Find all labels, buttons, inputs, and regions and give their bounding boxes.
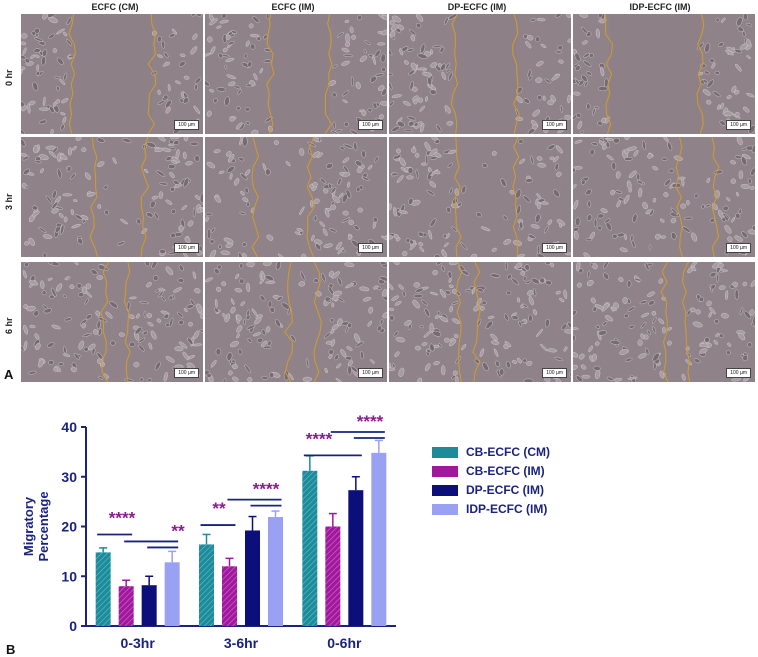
legend-label-idp-ecfc-im: IDP-ECFC (IM) <box>466 502 548 516</box>
scale-bar: 100 µm <box>358 120 383 130</box>
y-tick-label: 0 <box>69 618 77 634</box>
scale-bar: 100 µm <box>542 368 567 378</box>
significance-label: **** <box>306 429 333 448</box>
micrograph-r1-c3: 100 µm <box>572 136 756 258</box>
wound-edge-line <box>266 14 275 134</box>
micrograph-r0-c1: 100 µm <box>204 13 388 135</box>
micrograph-r0-c0: 100 µm <box>20 13 204 135</box>
bar-2-0 <box>141 585 157 626</box>
wound-edge-line <box>455 262 463 382</box>
micrograph-r2-c1: 100 µm <box>204 261 388 383</box>
wound-edge-line <box>100 262 110 382</box>
wound-edge-line <box>324 14 333 134</box>
wound-edge-line <box>140 137 150 257</box>
wound-edge-line <box>284 262 294 382</box>
scale-bar: 100 µm <box>726 368 751 378</box>
scale-bar: 100 µm <box>174 120 199 130</box>
panel-label-a: A <box>4 367 14 382</box>
chart-legend: CB-ECFC (CM) CB-ECFC (IM) DP-ECFC (IM) I… <box>432 443 550 519</box>
scale-bar: 100 µm <box>726 120 751 130</box>
bar-3-0 <box>164 562 180 626</box>
legend-item-cb-ecfc-im: CB-ECFC (IM) <box>432 462 550 480</box>
wound-edge-line <box>306 137 315 257</box>
wound-edge-line <box>123 262 131 382</box>
legend-swatch-cb-ecfc-cm <box>432 446 458 458</box>
x-category-label: 3-6hr <box>224 635 259 651</box>
legend-item-idp-ecfc-im: IDP-ECFC (IM) <box>432 500 550 518</box>
bar-3-2 <box>371 452 387 626</box>
wound-edge-line <box>675 137 683 257</box>
micrograph-r0-c3: 100 µm <box>572 13 756 135</box>
legend-swatch-idp-ecfc-im <box>432 503 458 515</box>
wound-edge-line <box>660 262 669 382</box>
wound-edge-line <box>147 14 157 134</box>
micrograph-r1-c1: 100 µm <box>204 136 388 258</box>
legend-swatch-dp-ecfc-im <box>432 484 458 496</box>
bar-0-1 <box>199 544 214 626</box>
column-header-dp-ecfc-im: DP-ECFC (IM) <box>447 2 507 12</box>
legend-label-dp-ecfc-im: DP-ECFC (IM) <box>466 483 544 497</box>
bar-1-1 <box>222 566 237 626</box>
wound-edge-line <box>313 262 322 382</box>
micrograph-r2-c3: 100 µm <box>572 261 756 383</box>
x-category-label: 0-6hr <box>327 635 362 651</box>
wound-edge-line <box>472 262 481 382</box>
wound-edge-line <box>604 14 614 134</box>
scale-bar: 100 µm <box>174 368 199 378</box>
bar-2-2 <box>348 490 364 626</box>
scale-bar: 100 µm <box>358 368 383 378</box>
y-tick-label: 10 <box>61 568 77 584</box>
significance-label: **** <box>357 412 384 431</box>
wound-edge-line <box>696 14 705 134</box>
micrograph-r0-c2: 100 µm <box>388 13 572 135</box>
y-tick-label: 20 <box>61 519 77 535</box>
legend-swatch-cb-ecfc-im <box>432 465 458 477</box>
migration-bar-chart: 0 10 20 30 40 MigratoryPercentage 0-3hr 3-6hr 0-… <box>21 412 396 651</box>
wound-edge-line <box>711 137 720 257</box>
bar-1-0 <box>118 586 134 626</box>
legend-item-cb-ecfc-cm: CB-ECFC (CM) <box>432 443 550 461</box>
wound-edge-line <box>251 137 260 257</box>
row-label-0hr: 0 hr <box>4 69 14 86</box>
legend-label-cb-ecfc-im: CB-ECFC (IM) <box>466 464 545 478</box>
wound-edge-line <box>68 14 76 134</box>
column-header-ecfc-cm: ECFC (CM) <box>91 2 139 12</box>
micrograph-r2-c0: 100 µm <box>20 261 204 383</box>
micrograph-r1-c2: 100 µm <box>388 136 572 258</box>
x-category-label: 0-3hr <box>121 635 156 651</box>
row-label-6hr: 6 hr <box>4 317 14 334</box>
scale-bar: 100 µm <box>726 243 751 253</box>
y-tick-label: 40 <box>61 419 77 435</box>
micrograph-r2-c2: 100 µm <box>388 261 572 383</box>
column-header-ecfc-im: ECFC (IM) <box>271 2 315 12</box>
wound-edge-line <box>512 14 520 134</box>
bar-1-2 <box>325 526 341 626</box>
y-tick-label: 30 <box>61 469 77 485</box>
scale-bar: 100 µm <box>174 243 199 253</box>
panel-label-b: B <box>6 642 16 657</box>
wound-edge-line <box>681 262 691 382</box>
bar-0-2 <box>302 470 318 626</box>
bar-2-1 <box>245 530 260 626</box>
scale-bar: 100 µm <box>542 243 567 253</box>
y-axis-label: MigratoryPercentage <box>21 491 51 561</box>
wound-edge-line <box>454 137 462 257</box>
legend-item-dp-ecfc-im: DP-ECFC (IM) <box>432 481 550 499</box>
row-label-3hr: 3 hr <box>4 193 14 210</box>
wound-edge-line <box>89 137 99 257</box>
significance-label: **** <box>109 508 136 527</box>
significance-label: ** <box>171 521 185 540</box>
micrograph-r1-c0: 100 µm <box>20 136 204 258</box>
wound-edge-line <box>512 137 520 257</box>
significance-label: **** <box>253 480 280 499</box>
scale-bar: 100 µm <box>542 120 567 130</box>
bar-3-1 <box>268 517 283 626</box>
wound-edge-line <box>450 14 459 134</box>
significance-label: ** <box>212 499 226 518</box>
bar-0-0 <box>95 552 111 626</box>
scale-bar: 100 µm <box>358 243 383 253</box>
column-header-idp-ecfc-im: IDP-ECFC (IM) <box>629 2 691 12</box>
legend-label-cb-ecfc-cm: CB-ECFC (CM) <box>466 445 550 459</box>
